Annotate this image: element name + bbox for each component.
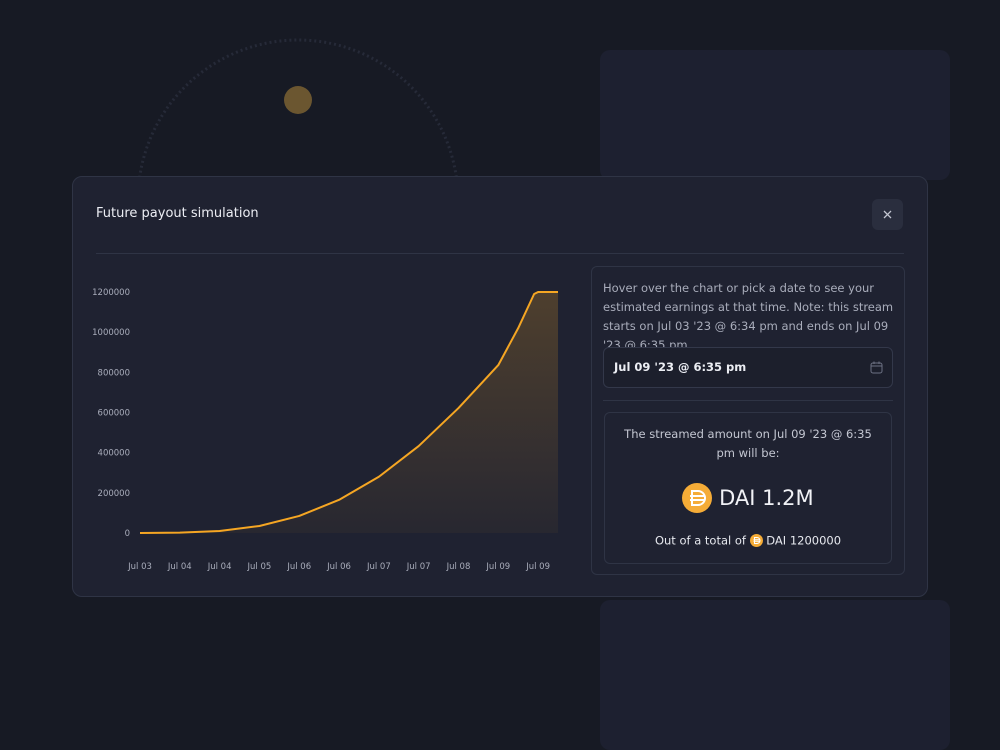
modal-title: Future payout simulation — [96, 206, 259, 221]
background-card — [600, 600, 950, 750]
dai-icon — [682, 483, 713, 513]
hint-text: Hover over the chart or pick a date to s… — [603, 281, 894, 352]
x-tick-label: Jul 04 — [167, 562, 192, 572]
y-tick-label: 600000 — [98, 409, 130, 419]
x-tick-label: Jul 03 — [127, 562, 152, 572]
divider — [96, 253, 904, 254]
result-text: The streamed amount on Jul 09 '23 @ 6:35… — [624, 427, 872, 460]
payout-chart: 0 200000 400000 600000 800000 1000000 1200000 J… — [92, 288, 558, 572]
x-tick-label: Jul 07 — [406, 562, 431, 572]
dai-icon — [749, 534, 763, 547]
y-tick-label: 0 — [125, 529, 130, 539]
y-tick-label: 200000 — [98, 489, 130, 499]
calendar-icon — [870, 361, 883, 374]
amount-row: DAI 1.2M — [605, 483, 891, 513]
result-box: The streamed amount on Jul 09 '23 @ 6:35… — [604, 412, 892, 564]
payout-line — [139, 291, 558, 534]
x-tick-label: Jul 09 — [525, 562, 550, 572]
x-tick-label: Jul 06 — [286, 562, 311, 572]
close-button[interactable] — [872, 199, 903, 230]
total-row: Out of a total of DAI 1200000 — [605, 533, 891, 548]
divider — [603, 400, 893, 401]
total-prefix: Out of a total of — [654, 533, 746, 548]
background-ring — [138, 38, 458, 176]
y-tick-label: 400000 — [98, 449, 130, 459]
area-fill — [140, 292, 558, 533]
x-tick-label: Jul 05 — [247, 562, 272, 572]
x-tick-label: Jul 08 — [446, 562, 471, 572]
close-icon — [883, 210, 892, 219]
x-tick-label: Jul 09 — [485, 562, 510, 572]
y-tick-label: 1200000 — [92, 288, 130, 298]
total-amount: DAI 1200000 — [766, 533, 842, 548]
date-panel: Hover over the chart or pick a date to s… — [591, 266, 905, 575]
x-tick-label: Jul 07 — [366, 562, 391, 572]
background-card — [600, 50, 950, 180]
streamed-amount: DAI 1.2M — [719, 486, 814, 510]
x-tick-label: Jul 04 — [207, 562, 232, 572]
date-input[interactable]: Jul 09 '23 @ 6:35 pm — [603, 347, 893, 388]
y-tick-label: 800000 — [98, 368, 130, 378]
date-value: Jul 09 '23 @ 6:35 pm — [614, 360, 747, 374]
y-tick-label: 1000000 — [92, 328, 130, 338]
x-tick-label: Jul 06 — [326, 562, 351, 572]
